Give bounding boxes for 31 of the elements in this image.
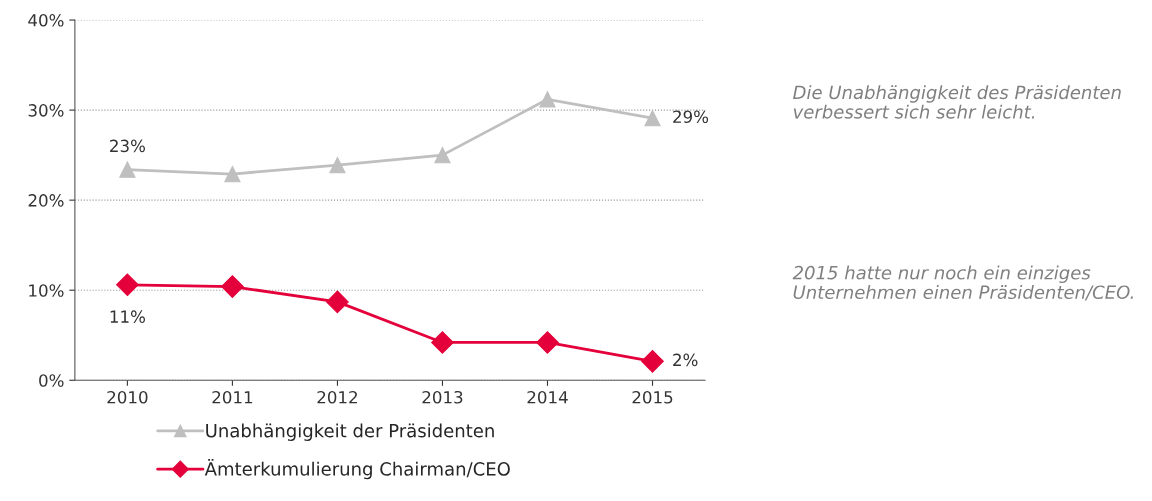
x-tick-label: 2014 — [527, 390, 568, 404]
data-label: 29% — [673, 110, 709, 124]
y-tick-label: 20% — [28, 194, 64, 207]
point — [326, 290, 349, 314]
point — [536, 331, 559, 354]
y-tick-label: 10% — [29, 284, 64, 297]
point — [224, 165, 241, 183]
x-tick-label: 2012 — [317, 390, 357, 404]
x-tick-label: 2013 — [422, 390, 463, 404]
point — [644, 110, 661, 127]
text: Die Unabhängigkeit des Präsidenten verbessert sich sehr leicht. — [793, 85, 1121, 119]
data-label: 2% — [673, 353, 698, 367]
y-tick-label: 30% — [28, 104, 64, 117]
x-tick-label: 2010 — [107, 390, 148, 404]
data-label: 11% — [110, 310, 145, 323]
point — [116, 273, 139, 297]
legend-label: Unabhängigkeit der Präsidenten — [206, 423, 494, 441]
x-tick-label: 2011 — [212, 390, 253, 404]
point — [329, 156, 346, 174]
point — [221, 275, 244, 298]
point — [434, 146, 451, 164]
point — [119, 161, 136, 178]
point — [431, 331, 454, 354]
text: 2015 hatte nur noch ein einziges Unternehmen einen Präsidenten/CEO. — [792, 265, 1133, 301]
data-label: 23% — [110, 139, 145, 153]
y-tick-label: 0% — [39, 374, 64, 387]
legend-label: Ämterkumulierung Chairman/CEO — [204, 459, 510, 480]
y-tick-label: 40% — [28, 14, 64, 27]
point — [641, 350, 664, 373]
point — [539, 91, 556, 108]
x-tick-label: 2015 — [632, 390, 673, 404]
